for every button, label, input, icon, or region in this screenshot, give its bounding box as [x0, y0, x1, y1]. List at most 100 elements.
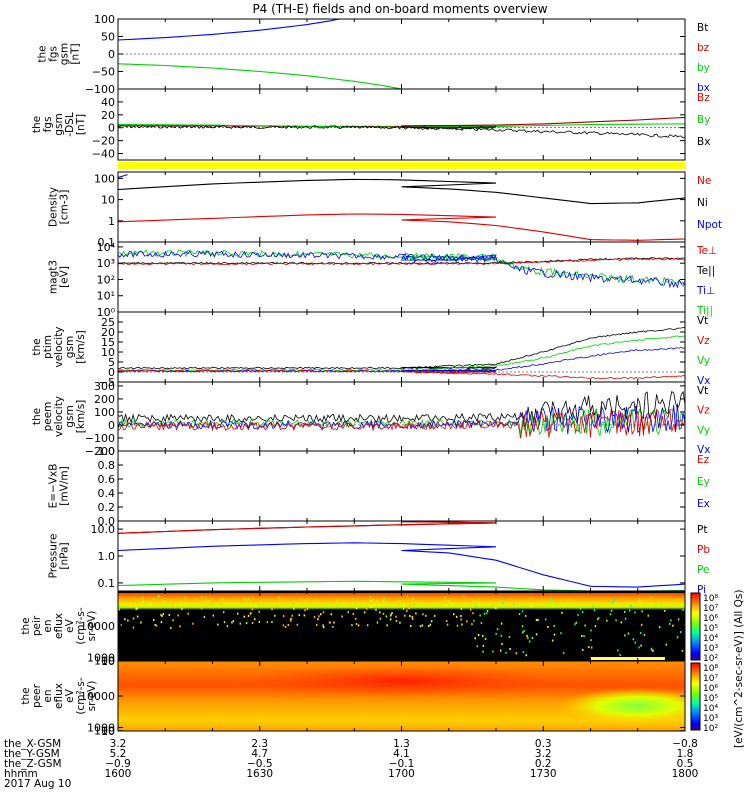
spectrogram-pixel — [665, 643, 667, 646]
y-tick-label: 10 — [101, 655, 115, 668]
spectrogram-pixel — [522, 631, 524, 634]
electron-colorbar — [690, 662, 701, 731]
spectrogram-pixel — [192, 622, 194, 625]
spectrogram-pixel — [474, 637, 476, 640]
spectrogram-pixel — [456, 624, 459, 627]
spectrogram-pixel — [399, 621, 401, 624]
spectrogram-pixel — [561, 611, 563, 614]
x-annotation-value: 0.5 — [677, 758, 694, 770]
spectrogram-pixel — [323, 605, 326, 608]
x-annotation-value: 4.1 — [393, 748, 410, 760]
spectrogram-pixel — [139, 600, 142, 603]
x-annotation-row-label: hhmm — [4, 768, 38, 780]
x-annotation-row-label: the_Y-GSM — [4, 748, 60, 760]
spectrogram-pixel — [150, 602, 152, 605]
colorbar-tick-label: 10⁷ — [703, 674, 718, 684]
spectrogram-pixel — [351, 624, 353, 627]
spectrogram-pixel — [383, 597, 385, 600]
spectrogram-pixel — [132, 626, 135, 629]
spectrogram-cool-region — [557, 688, 685, 724]
spectrogram-pixel — [409, 604, 411, 607]
spectrogram-pixel — [632, 638, 635, 641]
x-annotation-value: 4.7 — [251, 748, 268, 760]
spectrogram-pixel — [531, 636, 534, 639]
spectrogram-pixel — [406, 609, 408, 612]
panel-frame — [117, 450, 686, 522]
spectrogram-pixel — [375, 600, 378, 603]
y-axis-label: [km/s] — [75, 400, 87, 434]
y-tick-label: 0 — [108, 419, 115, 432]
spectrogram-pixel — [160, 621, 163, 624]
legend-entry: Vy — [697, 424, 710, 436]
legend-entry: Bz — [697, 92, 710, 104]
spectrogram-pixel — [142, 600, 145, 603]
spectrogram-pixel — [501, 642, 503, 645]
y-axis-label: magt3 — [48, 260, 60, 294]
colorbar-tick-label: 10³ — [703, 714, 718, 724]
series-Vx-line — [118, 347, 685, 373]
y-axis-label: the — [20, 617, 32, 634]
spectrogram-pixel — [676, 636, 679, 639]
y-tick-label: 0.1 — [98, 577, 116, 590]
series-Vz-line — [118, 408, 685, 439]
legend-entry: Pb — [697, 544, 710, 556]
y-axis-label: ptim — [42, 335, 54, 359]
x-annotation-value: 0.3 — [535, 738, 552, 750]
spectrogram-pixel — [549, 602, 551, 604]
y-tick-label: 100 — [94, 725, 115, 738]
x-annotation-value: 3.2 — [535, 748, 552, 760]
spectrogram-pixel — [469, 608, 472, 611]
panel-7: 10.0 1.0 0.1 Pressure [nPa] Pt Pb Pe Pi — [48, 520, 710, 596]
spectrogram-pixel — [639, 598, 641, 601]
spectrogram-pixel — [597, 617, 600, 620]
spectrogram-pixel — [680, 631, 682, 633]
y-axis-label: E=−VxB — [48, 464, 60, 509]
spectrogram-pixel — [421, 624, 424, 627]
spectrogram-pixel — [647, 614, 649, 617]
spectrogram-pixel — [220, 603, 223, 606]
spectrogram-pixel — [237, 612, 239, 615]
spectrogram-pixel — [515, 652, 518, 655]
spectrogram-pixel — [370, 606, 372, 608]
spectrogram-pixel — [195, 598, 197, 601]
spectrogram-pixel — [282, 624, 285, 627]
spectrogram-pixel — [500, 622, 503, 625]
spectrogram-pixel — [184, 596, 186, 599]
x-annotation-value: 1600 — [105, 768, 132, 780]
panel-0: 100 50 0 −50 −100 the fgs gsm [nT] Bt bz by bx — [37, 13, 710, 96]
y-tick-label: 10.0 — [91, 523, 116, 536]
legend-entry: Npot — [697, 219, 722, 231]
spectrogram-pixel — [314, 599, 317, 601]
spectrogram-pixel — [521, 625, 524, 628]
spectrogram-pixel — [320, 613, 322, 616]
y-axis-label: sr-eV) — [86, 681, 98, 712]
spectrogram-pixel — [212, 614, 215, 617]
spectrogram-pixel — [256, 603, 258, 606]
spectrogram-pixel — [415, 612, 417, 615]
spectrogram-pixel — [284, 625, 287, 628]
spectrogram-pixel — [495, 607, 497, 610]
spectrogram-pixel — [525, 654, 527, 657]
legend-entry: bz — [697, 42, 710, 54]
spectrogram-pixel — [562, 604, 564, 607]
spectrogram-pixel — [444, 604, 447, 607]
y-tick-label: 300 — [94, 380, 115, 393]
y-axis-label: fgs — [42, 117, 54, 133]
legend-entry: By — [697, 114, 710, 126]
y-axis-label: the — [20, 687, 32, 704]
legend-entry: Ti|| — [696, 305, 713, 317]
spectrogram-pixel — [521, 610, 524, 613]
spectrogram-pixel — [627, 632, 630, 635]
spectrogram-pixel — [466, 620, 468, 623]
y-axis-label: peir — [31, 615, 43, 636]
spectrogram-pixel — [385, 615, 388, 618]
spectrogram-pixel — [594, 625, 597, 628]
y-tick-label: 10000 — [80, 620, 115, 633]
spectrogram-pixel — [391, 612, 393, 615]
spectrogram-pixel — [617, 649, 619, 652]
spectrogram-pixel — [266, 621, 269, 624]
spectrogram-pixel — [624, 634, 626, 637]
y-tick-label: 1 — [108, 215, 115, 228]
spectrogram-pixel — [453, 613, 455, 616]
